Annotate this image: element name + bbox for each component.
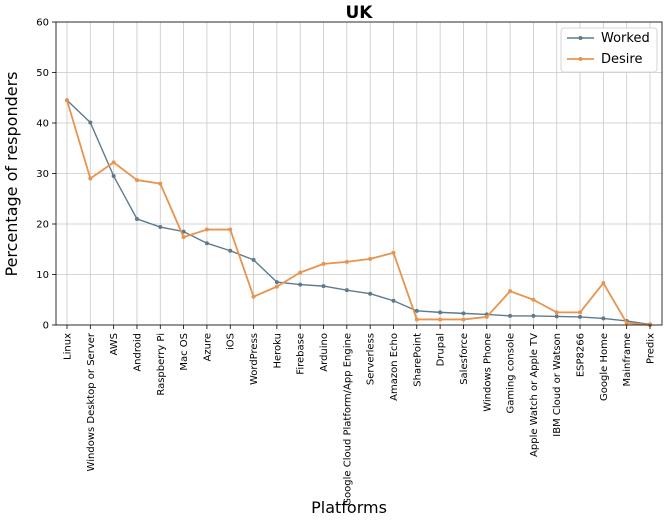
data-point-desire xyxy=(368,256,373,261)
data-point-desire xyxy=(274,284,279,289)
data-point-worked xyxy=(344,288,349,293)
legend-label-desire: Desire xyxy=(601,52,642,67)
x-tick-label: Arduino xyxy=(319,333,330,372)
x-tick-label: Heroku xyxy=(272,333,283,369)
x-tick-label: IBM Cloud or Watson xyxy=(552,333,563,437)
series-line-desire xyxy=(66,100,651,326)
data-point-desire xyxy=(508,289,513,294)
data-point-worked xyxy=(181,229,186,234)
y-axis: 0 10 20 30 40 50 60 xyxy=(36,18,56,332)
data-point-desire xyxy=(344,259,349,264)
data-point-worked xyxy=(111,174,116,179)
data-point-worked xyxy=(228,248,233,253)
x-tick-label: WordPress xyxy=(249,333,260,385)
data-point-desire xyxy=(414,317,419,322)
data-point-desire xyxy=(601,281,606,286)
data-point-worked xyxy=(438,310,443,315)
data-point-worked xyxy=(368,291,373,296)
data-point-desire xyxy=(134,178,139,183)
x-tick-label: Android xyxy=(132,333,143,372)
legend-marker-desire xyxy=(578,57,583,61)
data-point-desire xyxy=(624,320,629,325)
legend-box xyxy=(560,27,658,73)
data-point-desire xyxy=(554,310,559,315)
legend-label-worked: Worked xyxy=(601,31,650,46)
x-tick-label: Mac OS xyxy=(179,333,190,371)
data-point-desire xyxy=(484,314,489,319)
data-point-worked xyxy=(158,225,163,230)
data-point-desire xyxy=(181,235,186,240)
data-point-worked xyxy=(601,316,606,321)
data-point-desire xyxy=(111,160,116,165)
data-point-worked xyxy=(554,314,559,319)
x-tick-label: Serverless xyxy=(366,333,377,385)
data-point-worked xyxy=(414,308,419,313)
data-point-desire xyxy=(228,227,233,232)
y-tick-label: 10 xyxy=(36,270,49,281)
data-point-desire xyxy=(204,227,209,232)
y-tick-label: 20 xyxy=(36,220,49,231)
x-tick-label: Predix xyxy=(646,333,657,364)
x-tick-label: Mainframe xyxy=(622,333,633,387)
x-tick-label: Windows Phone xyxy=(482,333,493,412)
x-tick-label: ESP8266 xyxy=(576,333,587,377)
y-tick-label: 50 xyxy=(36,68,49,79)
data-point-desire xyxy=(531,297,536,302)
data-point-worked xyxy=(531,313,536,318)
chart-title: UK xyxy=(346,3,374,23)
y-tick-label: 0 xyxy=(43,321,49,332)
y-tick-label: 40 xyxy=(36,119,49,130)
data-point-desire xyxy=(251,294,256,299)
x-tick-label: Google Cloud Platform/App Engine xyxy=(342,333,353,506)
data-point-desire xyxy=(438,317,443,322)
data-point-desire xyxy=(321,261,326,266)
data-point-worked xyxy=(508,313,513,318)
data-point-worked xyxy=(134,216,139,221)
data-point-desire xyxy=(158,181,163,186)
x-tick-label: Drupal xyxy=(436,333,447,366)
data-point-worked xyxy=(461,311,466,316)
x-tick-label: Salesforce xyxy=(459,333,470,385)
data-point-worked xyxy=(274,280,279,285)
y-tick-label: 30 xyxy=(36,169,49,180)
data-point-desire xyxy=(298,270,303,275)
data-point-desire xyxy=(461,317,466,322)
legend: Worked Desire xyxy=(560,27,658,73)
x-tick-label: Raspberry Pi xyxy=(156,333,167,396)
x-tick-label: Windows Desktop or Server xyxy=(86,332,97,471)
data-point-worked xyxy=(578,314,583,319)
x-tick-label: Apple Watch or Apple TV xyxy=(529,333,540,457)
x-tick-label: SharePoint xyxy=(412,333,423,387)
x-tick-label: AWS xyxy=(109,333,120,356)
data-point-worked xyxy=(298,282,303,287)
x-tick-label: Azure xyxy=(202,333,213,361)
data-point-desire xyxy=(65,98,69,103)
x-tick-label: Google Home xyxy=(599,333,610,401)
x-tick-label: iOS xyxy=(226,333,237,350)
data-point-worked xyxy=(391,298,396,303)
series-line-worked xyxy=(66,99,651,326)
x-tick-label: Gaming console xyxy=(506,333,517,413)
x-tick-label: Linux xyxy=(63,333,74,360)
y-tick-label: 60 xyxy=(36,18,49,29)
x-axis: Linux Windows Desktop or Server AWS Android… xyxy=(63,325,657,506)
data-point-worked xyxy=(321,284,326,289)
x-axis-title: Platforms xyxy=(311,498,387,517)
x-tick-label: Amazon Echo xyxy=(389,333,400,401)
data-point-worked xyxy=(251,257,256,262)
x-tick-label: Firebase xyxy=(296,333,307,375)
grid-lines xyxy=(56,21,662,326)
data-point-desire xyxy=(88,176,93,181)
legend-marker-worked xyxy=(578,36,583,40)
data-point-desire xyxy=(391,250,396,255)
y-axis-title: Percentage of responders xyxy=(2,71,21,276)
data-point-worked xyxy=(204,241,209,246)
data-point-desire xyxy=(578,310,583,315)
data-point-worked xyxy=(88,120,93,125)
